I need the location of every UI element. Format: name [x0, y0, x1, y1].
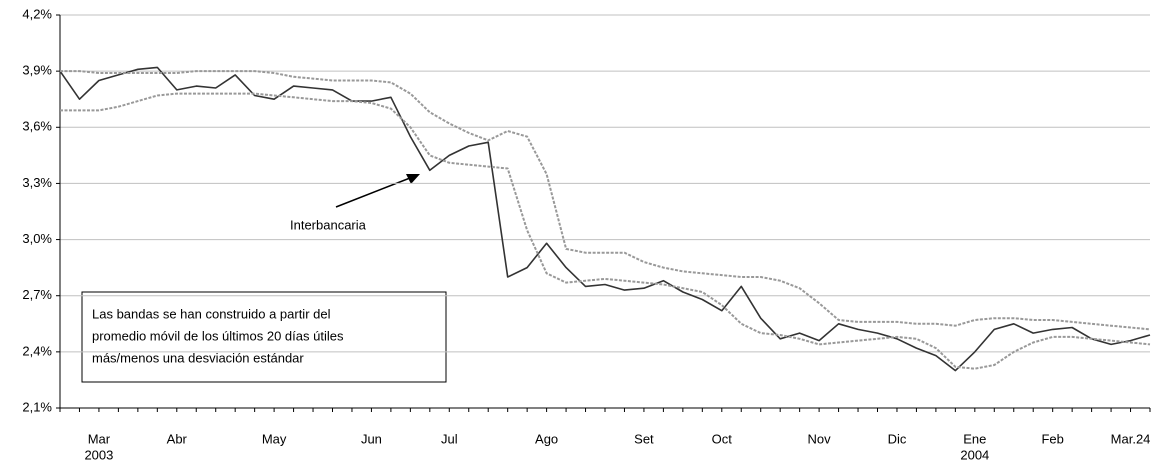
- x-tick-label: Mar: [88, 431, 111, 446]
- y-tick-label: 2,7%: [22, 287, 52, 302]
- x-tick-label: Nov: [808, 431, 832, 446]
- x-tick-label: Feb: [1041, 431, 1063, 446]
- x-tick-label: Ago: [535, 431, 558, 446]
- x-tick-label: Ene: [963, 431, 986, 446]
- note-text: más/menos una desviación estándar: [92, 350, 304, 365]
- x-tick-label: 2004: [960, 447, 989, 462]
- x-tick-label: 2003: [84, 447, 113, 462]
- note-text: promedio móvil de los últimos 20 días út…: [92, 328, 344, 343]
- x-tick-label: May: [262, 431, 287, 446]
- note-text: Las bandas se han construido a partir de…: [92, 306, 331, 321]
- x-tick-label: Jun: [361, 431, 382, 446]
- annotation-arrow: [335, 177, 411, 208]
- y-tick-label: 3,3%: [22, 175, 52, 190]
- series-label: Interbancaria: [290, 217, 367, 232]
- y-tick-label: 4,2%: [22, 6, 52, 21]
- x-tick-label: Jul: [441, 431, 458, 446]
- note-box: [81, 291, 447, 383]
- series-line: [59, 66, 1151, 372]
- y-tick-label: 3,9%: [22, 63, 52, 78]
- arrow-head: [406, 174, 420, 184]
- x-tick-label: Oct: [712, 431, 733, 446]
- x-tick-label: Abr: [167, 431, 188, 446]
- x-tick-label: Set: [634, 431, 654, 446]
- y-tick-label: 2,1%: [22, 399, 52, 414]
- y-tick-label: 3,6%: [22, 119, 52, 134]
- y-tick-label: 3,0%: [22, 231, 52, 246]
- series-line: [60, 70, 1151, 331]
- x-tick-label: Mar.24: [1111, 431, 1151, 446]
- y-tick-label: 2,4%: [22, 343, 52, 358]
- x-tick-label: Dic: [888, 431, 907, 446]
- series-line: [60, 92, 1151, 370]
